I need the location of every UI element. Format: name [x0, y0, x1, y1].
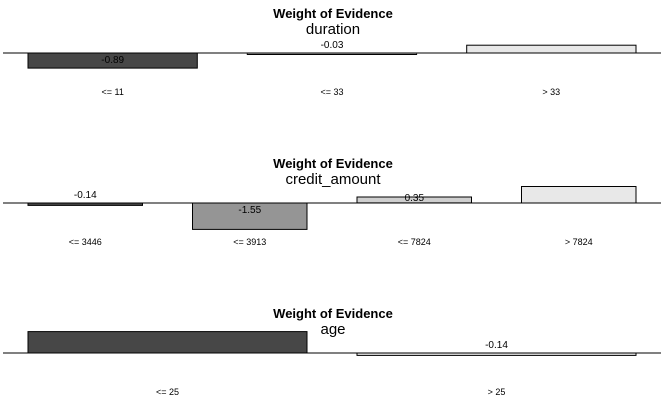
- bar-0: [27, 331, 308, 354]
- bar-3: [521, 186, 637, 204]
- category-label-2: <= 7824: [398, 237, 431, 247]
- category-label-0: <= 25: [156, 387, 179, 397]
- category-label-2: > 33: [542, 87, 560, 97]
- category-label-1: > 25: [488, 387, 506, 397]
- value-label-0: -0.89: [101, 55, 124, 66]
- chart-title: Weight of Evidence: [273, 156, 393, 171]
- category-label-0: <= 11: [102, 87, 124, 97]
- chart-subtitle: credit_amount: [285, 171, 381, 188]
- category-label-3: > 7824: [565, 237, 593, 247]
- category-label-1: <= 33: [320, 87, 343, 97]
- value-label-1: -0.14: [485, 340, 508, 351]
- bar-2: [466, 44, 637, 54]
- value-label-2: 0.35: [405, 193, 425, 204]
- chart-title: Weight of Evidence: [273, 6, 393, 21]
- category-label-1: <= 3913: [233, 237, 266, 247]
- value-label-0: -0.14: [74, 190, 97, 201]
- value-label-1: -0.03: [321, 40, 344, 51]
- value-label-1: -1.55: [238, 205, 261, 216]
- chart-title: Weight of Evidence: [273, 306, 393, 321]
- chart-subtitle: duration: [306, 21, 360, 38]
- chart-subtitle: age: [320, 321, 345, 338]
- category-label-0: <= 3446: [69, 237, 102, 247]
